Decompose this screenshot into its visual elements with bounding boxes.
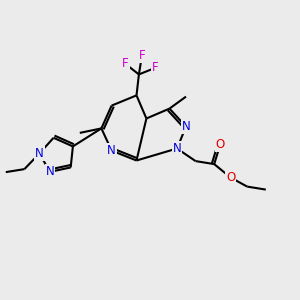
Text: F: F <box>122 57 129 70</box>
Text: O: O <box>226 171 235 184</box>
Text: N: N <box>172 142 182 155</box>
Text: N: N <box>107 144 116 157</box>
Text: N: N <box>35 147 44 160</box>
Text: N: N <box>46 165 54 178</box>
Text: N: N <box>182 120 190 133</box>
Text: F: F <box>152 61 159 74</box>
Text: F: F <box>139 49 145 62</box>
Text: O: O <box>216 138 225 151</box>
